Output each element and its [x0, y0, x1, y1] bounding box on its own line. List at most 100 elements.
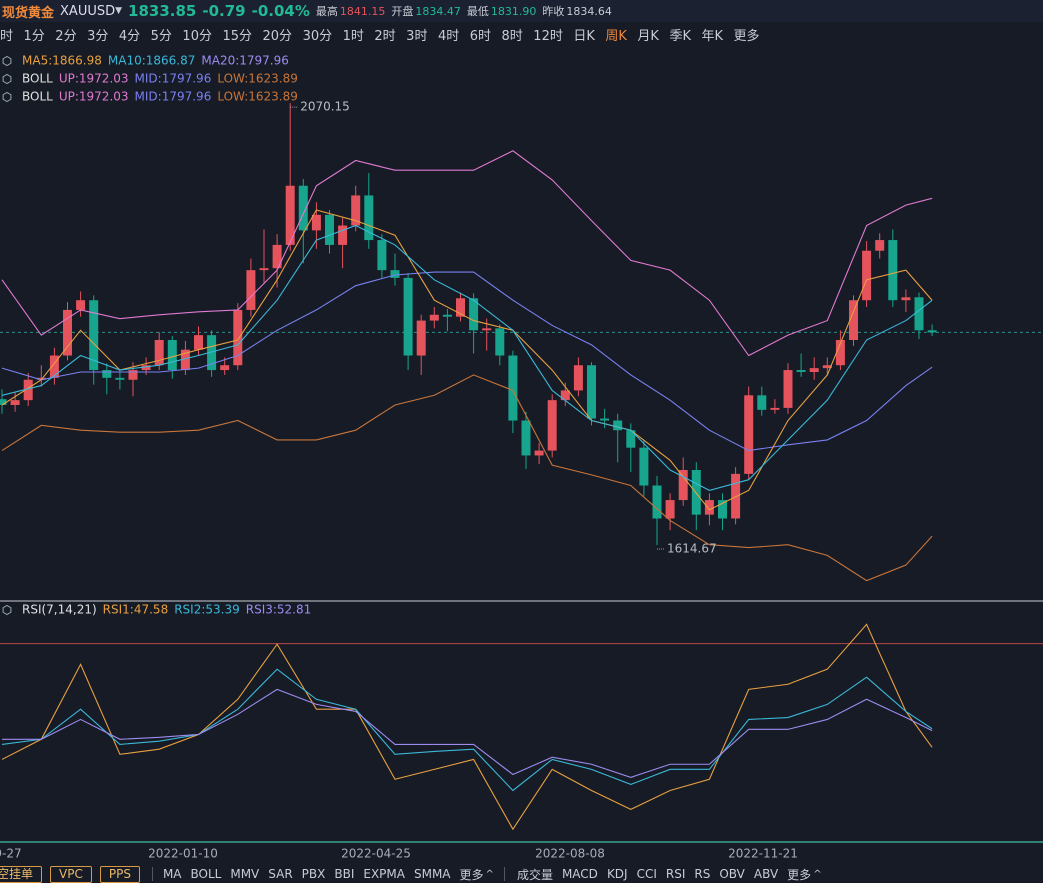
indicator-line	[1, 374, 933, 582]
period-button[interactable]: 5分	[150, 28, 172, 44]
symbol[interactable]: XAUUSD	[60, 3, 116, 19]
indicator-button[interactable]: SAR	[268, 867, 293, 881]
candle-body	[167, 339, 177, 371]
legend-icon	[2, 73, 12, 85]
period-button[interactable]: 1时	[342, 28, 364, 44]
candle-body	[809, 368, 819, 373]
candle-body	[0, 399, 7, 405]
indicator-button[interactable]: MA	[162, 867, 182, 881]
candle-body	[665, 500, 675, 519]
candle-body	[691, 469, 701, 515]
legend-icon	[2, 55, 12, 67]
candle-body	[587, 365, 596, 419]
period-button[interactable]: 4时	[437, 28, 460, 44]
period-button[interactable]: 20分	[262, 28, 293, 44]
high: 1841.15	[339, 4, 386, 18]
caret: ^	[813, 868, 822, 880]
indicator-button[interactable]: MACD	[561, 867, 598, 881]
period-button[interactable]: 时	[0, 28, 14, 44]
indicator-button[interactable]: 成交量	[516, 867, 553, 882]
candle-body	[102, 370, 112, 378]
toolbar-button[interactable]: VPC	[50, 865, 92, 883]
separator	[503, 867, 505, 881]
candle-body	[521, 420, 531, 456]
period-button[interactable]: 6时	[469, 28, 492, 44]
indicator-button[interactable]: SMMA	[413, 867, 451, 881]
period-button[interactable]: 2时	[374, 28, 396, 44]
candle-body	[534, 450, 544, 456]
indicator-button[interactable]: EXPMA	[363, 867, 405, 881]
toolbar-button[interactable]: 空挂单	[0, 865, 43, 883]
candle-body	[914, 297, 924, 331]
indicator-button[interactable]: 更多	[787, 867, 812, 882]
period-button[interactable]: 季K	[669, 28, 691, 44]
candle-body	[704, 500, 714, 515]
period-button[interactable]: 8时	[501, 28, 523, 44]
candle-body	[495, 328, 505, 356]
candle-body	[10, 400, 20, 405]
open-label: 开盘	[391, 5, 414, 18]
period-button[interactable]: 月K	[637, 28, 659, 44]
indicator-button[interactable]: CCI	[636, 867, 657, 881]
candle-body	[259, 268, 269, 271]
prev-label: 昨收	[542, 5, 565, 18]
indicator-button[interactable]: ABV	[753, 867, 779, 881]
period-button[interactable]: 1分	[23, 28, 45, 44]
candle-body	[901, 297, 911, 301]
legend-entry: MA5:1866.98	[22, 54, 102, 68]
candle-body	[835, 339, 845, 366]
legend-entry: MID:1797.96	[135, 72, 212, 86]
date-label: 2022-11-21	[728, 847, 798, 861]
low-label: 最低	[466, 5, 489, 18]
annotation: 1614.67	[667, 542, 717, 556]
candle-body	[547, 400, 557, 451]
candle-body	[482, 328, 492, 331]
candle-body	[194, 335, 203, 350]
period-button[interactable]: 30分	[302, 28, 333, 44]
candle-body	[246, 270, 256, 310]
indicator-button[interactable]: RS	[694, 867, 711, 881]
change: -0.79	[202, 2, 246, 20]
period-button[interactable]: 3分	[87, 28, 109, 44]
indicator-button[interactable]: OBV	[719, 867, 745, 881]
indicator-button[interactable]: BOLL	[190, 867, 222, 881]
legend-entry: RSI3:52.81	[246, 603, 312, 617]
candle-body	[862, 250, 872, 301]
legend-entry: MA10:1866.87	[108, 54, 196, 68]
legend-icon	[2, 91, 12, 103]
rsi-line	[1, 623, 933, 831]
period-button[interactable]: 年K	[701, 28, 723, 44]
period-button[interactable]: 10分	[182, 28, 212, 44]
candle-body	[311, 214, 321, 231]
legend-entry: MA20:1797.96	[201, 54, 289, 68]
indicator-button[interactable]: MMV	[230, 867, 260, 881]
legend-entry: RSI(7,14,21)	[22, 603, 97, 617]
candle-body	[351, 195, 361, 226]
period-button[interactable]: 2分	[55, 28, 77, 44]
candle-body	[508, 355, 518, 421]
candle-body	[744, 395, 754, 474]
indicator-button[interactable]: KDJ	[606, 867, 628, 881]
candle-body	[76, 300, 86, 310]
period-button[interactable]: 12时	[533, 28, 563, 44]
date-label: 2022-08-08	[535, 847, 605, 861]
toolbar-button[interactable]: PPS	[99, 865, 140, 883]
period-button[interactable]: 4分	[118, 28, 141, 44]
period-button[interactable]: 日K	[573, 28, 595, 44]
candle-body	[272, 244, 282, 269]
indicator-button[interactable]: 更多	[459, 867, 484, 882]
indicator-button[interactable]: PBX	[301, 867, 326, 881]
period-button[interactable]: 3时	[406, 28, 428, 44]
period-button[interactable]: 周K	[605, 28, 627, 44]
candle-body	[456, 298, 465, 317]
candle-body	[49, 355, 59, 378]
candle-body	[429, 314, 439, 321]
candle-body	[233, 309, 243, 366]
period-button[interactable]: 15分	[222, 28, 253, 44]
period-button[interactable]: 更多	[733, 28, 760, 44]
indicator-button[interactable]: BBI	[334, 867, 355, 881]
indicator-line	[1, 224, 933, 491]
indicator-button[interactable]: RSI	[665, 867, 686, 881]
legend-entry: UP:1972.03	[59, 72, 129, 86]
